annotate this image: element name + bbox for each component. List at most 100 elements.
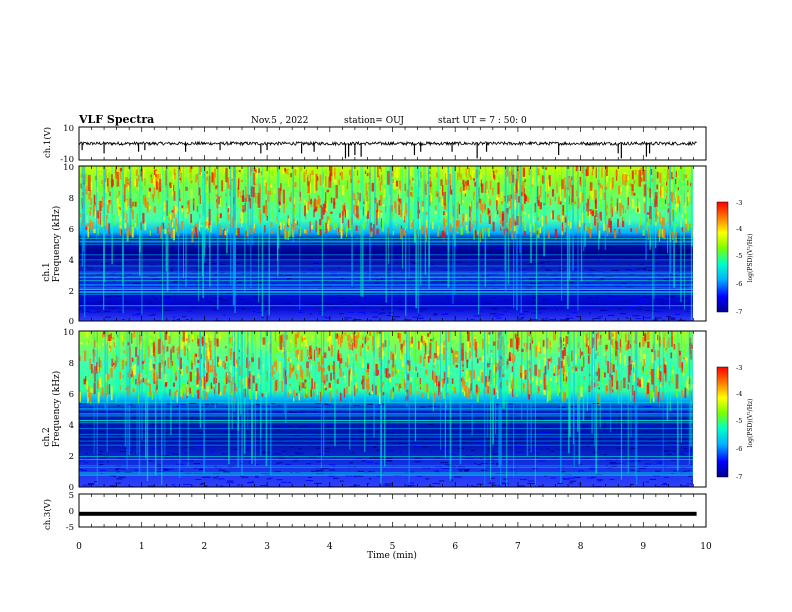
spectrogram-cell bbox=[558, 357, 560, 370]
spectrogram-cell bbox=[252, 332, 254, 337]
spectrogram-cell bbox=[179, 177, 181, 181]
spectrogram-cell bbox=[565, 335, 567, 346]
spectrogram-cell bbox=[421, 247, 425, 249]
spectrogram-cell bbox=[394, 364, 396, 375]
spectrogram-cell bbox=[225, 356, 228, 362]
spectrogram-cell bbox=[429, 190, 433, 202]
spectrogram-cell bbox=[624, 355, 626, 366]
spectrogram-cell bbox=[490, 308, 498, 310]
spectrogram-cell bbox=[239, 298, 245, 300]
sferic-streak bbox=[673, 166, 675, 288]
spectrogram-cell bbox=[652, 319, 658, 321]
spectrogram-cell bbox=[515, 338, 518, 350]
spectrogram-cell bbox=[557, 167, 559, 170]
spectrogram-cell bbox=[547, 358, 549, 370]
spectrogram-cell bbox=[85, 440, 89, 441]
spectrogram-cell bbox=[638, 379, 641, 388]
spectrogram-cell bbox=[609, 437, 613, 439]
spectrogram-cell bbox=[661, 217, 663, 229]
spectrogram-cell bbox=[449, 224, 452, 232]
spectrogram-cell bbox=[354, 458, 360, 460]
spectrogram-cell bbox=[319, 225, 322, 230]
spectrogram-cell bbox=[587, 274, 594, 276]
spectrogram-cell bbox=[592, 337, 595, 345]
spectrogram-cell bbox=[598, 480, 602, 482]
spectrogram-cell bbox=[537, 341, 540, 352]
spectrogram-cell bbox=[213, 294, 218, 296]
spectrogram-cell bbox=[575, 166, 578, 172]
spectrogram-cell bbox=[205, 183, 207, 196]
spectrogram-cell bbox=[485, 253, 489, 255]
spectrogram-cell bbox=[226, 372, 228, 376]
spectrogram-cell bbox=[403, 229, 406, 236]
spectrogram-cell bbox=[557, 196, 560, 204]
sferic-streak bbox=[691, 166, 693, 247]
spectrogram-cell bbox=[424, 342, 427, 355]
spectrogram-cell bbox=[554, 334, 556, 341]
spectrogram-cell bbox=[400, 377, 403, 388]
spectrogram-cell bbox=[494, 174, 496, 180]
spectrogram-cell bbox=[410, 261, 415, 263]
spectrogram-cell bbox=[355, 354, 357, 361]
spectrogram-cell bbox=[656, 414, 661, 416]
spectrogram-cell bbox=[304, 205, 306, 217]
spectrogram-cell bbox=[377, 376, 380, 383]
spectrogram-cell bbox=[677, 251, 682, 252]
spectrogram-cell bbox=[473, 369, 475, 379]
spectrogram-cell bbox=[673, 470, 680, 472]
sferic-streak bbox=[454, 166, 456, 247]
spectrogram-cell bbox=[539, 355, 541, 360]
spectrogram-cell bbox=[270, 341, 273, 351]
spectrogram-cell bbox=[248, 361, 251, 367]
spectrogram-cell bbox=[255, 383, 258, 392]
spectrogram-cell bbox=[602, 272, 610, 274]
spectrogram-cell bbox=[290, 446, 294, 448]
narrowband-line bbox=[79, 273, 693, 275]
spectrogram-cell bbox=[99, 200, 102, 212]
spectrogram-cell bbox=[384, 179, 386, 185]
spectrogram-cell bbox=[620, 416, 626, 418]
spectrogram-cell bbox=[176, 425, 180, 427]
spectrogram-cell bbox=[189, 172, 192, 179]
spectrogram-cell bbox=[380, 278, 383, 280]
spectrogram-cell bbox=[605, 348, 607, 352]
spectrogram-cell bbox=[333, 348, 335, 359]
spectrogram-cell bbox=[400, 203, 402, 215]
spectrogram-cell bbox=[263, 391, 266, 394]
spectrogram-cell bbox=[460, 174, 462, 180]
spectrogram-cell bbox=[199, 419, 204, 420]
spectrogram-cell bbox=[349, 197, 352, 209]
spectrogram-cell bbox=[140, 169, 143, 177]
spectrogram-cell bbox=[90, 248, 94, 250]
spectrogram-cell bbox=[427, 333, 430, 337]
spectrogram-cell bbox=[186, 418, 193, 420]
spectrogram-cell bbox=[325, 200, 328, 212]
spectrogram-cell bbox=[309, 351, 311, 363]
spectrogram-cell bbox=[312, 281, 320, 282]
spectrogram-cell bbox=[169, 419, 176, 420]
spectrogram-cell bbox=[140, 341, 143, 350]
spectrogram-cell bbox=[583, 334, 586, 343]
spectrogram-cell bbox=[226, 482, 234, 484]
spectrogram-cell bbox=[82, 351, 84, 354]
spectrogram-cell bbox=[625, 209, 627, 213]
spectrogram-cell bbox=[225, 346, 227, 349]
spectrogram-cell bbox=[109, 341, 111, 347]
spectrogram-cell bbox=[304, 382, 306, 387]
spectrogram-cell bbox=[141, 360, 144, 364]
spectrogram-cell bbox=[255, 463, 259, 465]
spectrogram-cell bbox=[260, 171, 263, 176]
spectrogram-cell bbox=[182, 339, 184, 348]
spectrogram-cell bbox=[393, 442, 396, 444]
spectrogram-cell bbox=[581, 212, 584, 224]
spectrogram-cell bbox=[222, 453, 230, 455]
spectrogram-cell bbox=[404, 342, 407, 354]
spectrogram-cell bbox=[313, 174, 317, 185]
spectrogram-cell bbox=[536, 306, 542, 308]
spectrogram-cell bbox=[683, 448, 688, 450]
spectrogram-cell bbox=[513, 219, 516, 222]
spectrogram-cell bbox=[212, 309, 220, 311]
spectrogram-cell bbox=[192, 198, 195, 211]
spectrogram-cell bbox=[523, 311, 529, 313]
spectrogram-cell bbox=[339, 213, 341, 218]
